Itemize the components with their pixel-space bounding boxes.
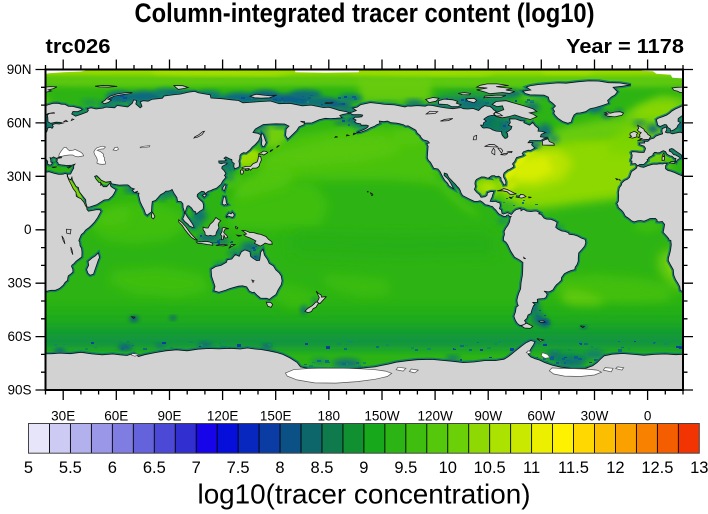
svg-text:60W: 60W — [527, 409, 555, 424]
svg-text:5: 5 — [24, 459, 33, 477]
svg-text:13: 13 — [690, 459, 708, 477]
svg-text:90S: 90S — [7, 383, 31, 398]
svg-text:60S: 60S — [7, 329, 31, 344]
svg-text:180: 180 — [318, 409, 341, 424]
svg-text:90W: 90W — [474, 409, 502, 424]
svg-text:9: 9 — [359, 459, 368, 477]
svg-text:60E: 60E — [104, 409, 128, 424]
svg-text:12.5: 12.5 — [641, 459, 673, 477]
svg-text:0: 0 — [644, 409, 652, 424]
svg-text:10.5: 10.5 — [474, 459, 506, 477]
svg-text:150E: 150E — [260, 409, 292, 424]
svg-text:60N: 60N — [7, 115, 32, 130]
svg-text:11: 11 — [523, 459, 540, 477]
svg-text:30S: 30S — [7, 276, 31, 291]
svg-text:7: 7 — [192, 459, 201, 477]
svg-text:log10(tracer concentration): log10(tracer concentration) — [198, 479, 531, 510]
svg-text:90N: 90N — [7, 62, 32, 77]
svg-text:30W: 30W — [581, 409, 609, 424]
svg-text:Column-integrated tracer conte: Column-integrated tracer content (log10) — [135, 0, 595, 28]
svg-text:11.5: 11.5 — [558, 459, 589, 477]
svg-text:6: 6 — [108, 459, 117, 477]
svg-text:30N: 30N — [7, 169, 32, 184]
svg-text:120E: 120E — [207, 409, 239, 424]
svg-text:7.5: 7.5 — [227, 459, 250, 477]
svg-text:5.5: 5.5 — [59, 459, 82, 477]
svg-text:30E: 30E — [51, 409, 75, 424]
svg-text:8.5: 8.5 — [311, 459, 334, 477]
svg-text:120W: 120W — [417, 409, 453, 424]
svg-text:10: 10 — [439, 459, 457, 477]
svg-text:9.5: 9.5 — [394, 459, 417, 477]
svg-text:150W: 150W — [364, 409, 400, 424]
svg-text:90E: 90E — [157, 409, 181, 424]
svg-text:12: 12 — [606, 459, 624, 477]
svg-text:trc026: trc026 — [46, 35, 111, 58]
svg-text:Year = 1178: Year = 1178 — [566, 35, 684, 58]
svg-text:0: 0 — [24, 222, 32, 237]
svg-text:8: 8 — [275, 459, 284, 477]
svg-text:6.5: 6.5 — [143, 459, 166, 477]
